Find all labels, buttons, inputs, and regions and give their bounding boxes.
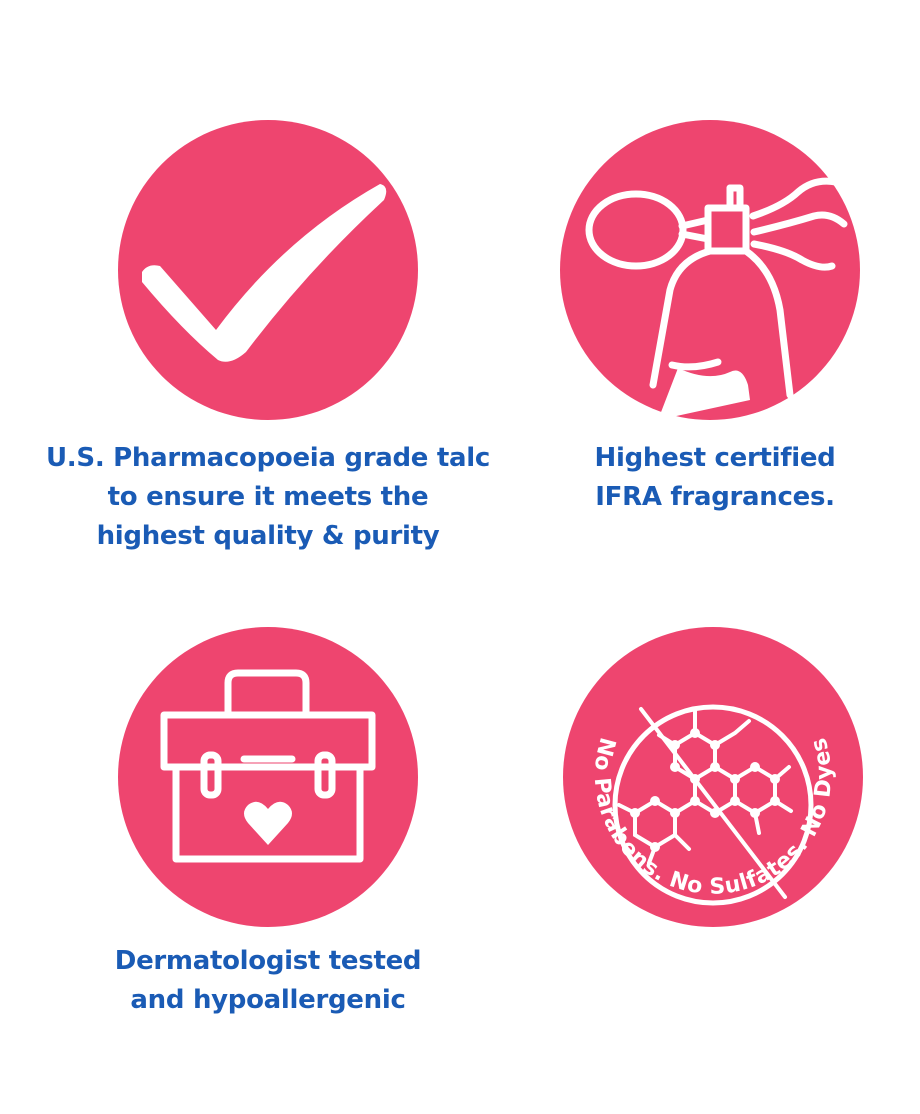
feature-badge-fragrance bbox=[558, 120, 862, 420]
caption-line: U.S. Pharmacopoeia grade talc bbox=[46, 443, 490, 473]
caption-line: to ensure it meets the bbox=[107, 482, 429, 512]
caption-line: highest quality & purity bbox=[96, 521, 440, 551]
caption-dermatologist: Dermatologist tested and hypoallergenic bbox=[58, 942, 478, 1020]
caption-line: IFRA fragrances. bbox=[595, 482, 835, 512]
medical-kit-heart-icon bbox=[118, 627, 418, 927]
perfume-atomizer-icon bbox=[560, 120, 860, 420]
feature-badge-no-chemicals: No Parabens. No Sulfates. No Dyes bbox=[563, 627, 863, 927]
caption-line: Dermatologist tested bbox=[114, 946, 422, 976]
caption-line: and hypoallergenic bbox=[130, 985, 406, 1015]
caption-talc: U.S. Pharmacopoeia grade talc to ensure … bbox=[20, 439, 516, 556]
feature-badge-dermatologist bbox=[118, 627, 418, 927]
caption-fragrance: Highest certified IFRA fragrances. bbox=[545, 439, 885, 517]
checkmark-icon bbox=[118, 120, 418, 420]
caption-line: Highest certified bbox=[594, 443, 836, 473]
no-chemicals-icon: No Parabens. No Sulfates. No Dyes bbox=[563, 627, 863, 927]
feature-badge-talc bbox=[118, 120, 418, 420]
